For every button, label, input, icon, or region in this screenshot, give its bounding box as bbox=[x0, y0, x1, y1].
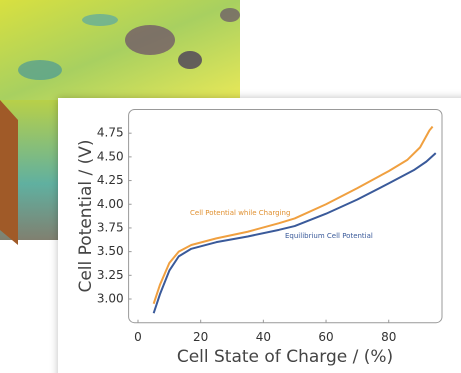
series-line bbox=[152, 152, 437, 314]
x-axis-title: Cell State of Charge / (%) bbox=[177, 347, 393, 367]
series-label: Cell Potential while Charging bbox=[190, 209, 290, 217]
y-tick-label: 4.25 bbox=[97, 173, 124, 187]
y-tick-label: 3.50 bbox=[97, 244, 124, 258]
series-line bbox=[152, 125, 434, 305]
x-tick-label: 60 bbox=[318, 330, 333, 344]
y-tick-label: 3.00 bbox=[97, 292, 124, 306]
y-tick-label: 4.00 bbox=[97, 197, 124, 211]
series-label: Equilibrium Cell Potential bbox=[285, 232, 373, 240]
y-tick-label: 3.75 bbox=[97, 220, 124, 234]
render-cube bbox=[0, 0, 240, 245]
plot-frame bbox=[128, 109, 443, 324]
chart-card bbox=[58, 98, 461, 373]
y-axis-title: Cell Potential / (V) bbox=[76, 139, 96, 292]
x-tick-label: 80 bbox=[381, 330, 396, 344]
x-tick-label: 40 bbox=[256, 330, 271, 344]
x-tick-label: 0 bbox=[134, 330, 142, 344]
x-tick-label: 20 bbox=[193, 330, 208, 344]
y-tick-label: 4.50 bbox=[97, 149, 124, 163]
y-tick-label: 4.75 bbox=[97, 126, 124, 140]
y-tick-label: 3.25 bbox=[97, 268, 124, 282]
